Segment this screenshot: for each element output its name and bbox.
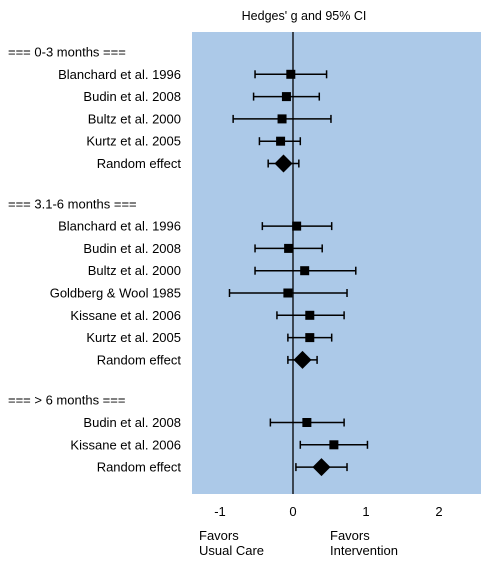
effect-marker xyxy=(305,310,315,320)
study-row: Bultz et al. 2000 xyxy=(88,263,357,278)
effect-marker xyxy=(292,221,302,231)
study-row: Kissane et al. 2006 xyxy=(70,437,369,452)
study-label: Blanchard et al. 1996 xyxy=(58,67,181,82)
group-header: === > 6 months === xyxy=(8,393,125,408)
study-label: Budin et al. 2008 xyxy=(83,415,181,430)
summary-label: Random effect xyxy=(97,156,182,171)
effect-marker xyxy=(286,69,296,79)
x-tick-label: -1 xyxy=(214,504,226,519)
effect-marker xyxy=(302,418,312,427)
group-2: === 3.1-6 months === Blanchard et al. 199… xyxy=(8,196,357,369)
study-label: Kurtz et al. 2005 xyxy=(86,134,181,149)
study-row: Kurtz et al. 2005 xyxy=(86,134,302,149)
study-row: Budin et al. 2008 xyxy=(83,415,345,430)
effect-marker xyxy=(283,288,293,298)
footer-right-line1: Favors xyxy=(330,528,370,543)
effect-marker xyxy=(329,440,339,450)
study-row: Budin et al. 2008 xyxy=(83,241,323,256)
group-header: === 0-3 months === xyxy=(8,45,126,60)
x-axis-tick-labels: -1 0 1 2 xyxy=(214,504,442,519)
study-row: Kissane et al. 2006 xyxy=(70,308,345,323)
study-row: Bultz et al. 2000 xyxy=(88,111,332,126)
effect-marker xyxy=(277,114,287,124)
footer-right-line2: Intervention xyxy=(330,543,398,558)
effect-marker xyxy=(305,333,315,343)
study-label: Blanchard et al. 1996 xyxy=(58,219,181,234)
plot-area xyxy=(192,32,481,494)
effect-marker xyxy=(276,136,286,146)
study-label: Bultz et al. 2000 xyxy=(88,111,181,126)
study-label: Goldberg & Wool 1985 xyxy=(50,286,181,301)
summary-row: Random effect xyxy=(97,154,300,173)
effect-marker xyxy=(284,243,294,253)
summary-label: Random effect xyxy=(97,352,182,367)
summary-label: Random effect xyxy=(97,460,182,475)
group-1: === 0-3 months === Blanchard et al. 1996 B… xyxy=(8,45,332,173)
footer-left-line2: Usual Care xyxy=(199,543,264,558)
study-label: Kissane et al. 2006 xyxy=(70,308,181,323)
x-tick-label: 2 xyxy=(435,504,442,519)
study-rows: === 0-3 months === Blanchard et al. 1996 B… xyxy=(8,32,369,494)
study-label: Budin et al. 2008 xyxy=(83,241,181,256)
footer-left-line1: Favors xyxy=(199,528,239,543)
summary-diamond xyxy=(312,458,331,477)
group-header: === 3.1-6 months === xyxy=(8,196,137,211)
study-row: Goldberg & Wool 1985 xyxy=(50,286,348,301)
summary-row: Random effect xyxy=(97,350,318,369)
group-3: === > 6 months === Budin et al. 2008 Kissa… xyxy=(8,393,369,477)
summary-diamond xyxy=(293,350,312,369)
summary-row: Random effect xyxy=(97,458,348,477)
effect-marker xyxy=(300,266,310,276)
study-label: Kissane et al. 2006 xyxy=(70,437,181,452)
x-tick-label: 1 xyxy=(362,504,369,519)
chart-title: Hedges' g and 95% CI xyxy=(242,9,367,23)
summary-diamond xyxy=(274,154,293,173)
study-row: Kurtz et al. 2005 xyxy=(86,330,333,345)
study-label: Bultz et al. 2000 xyxy=(88,263,181,278)
study-label: Budin et al. 2008 xyxy=(83,89,181,104)
study-row: Budin et al. 2008 xyxy=(83,89,321,104)
study-row: Blanchard et al. 1996 xyxy=(58,67,328,82)
study-row: Blanchard et al. 1996 xyxy=(58,219,333,234)
effect-marker xyxy=(281,92,291,102)
study-label: Kurtz et al. 2005 xyxy=(86,330,181,345)
x-tick-label: 0 xyxy=(289,504,296,519)
